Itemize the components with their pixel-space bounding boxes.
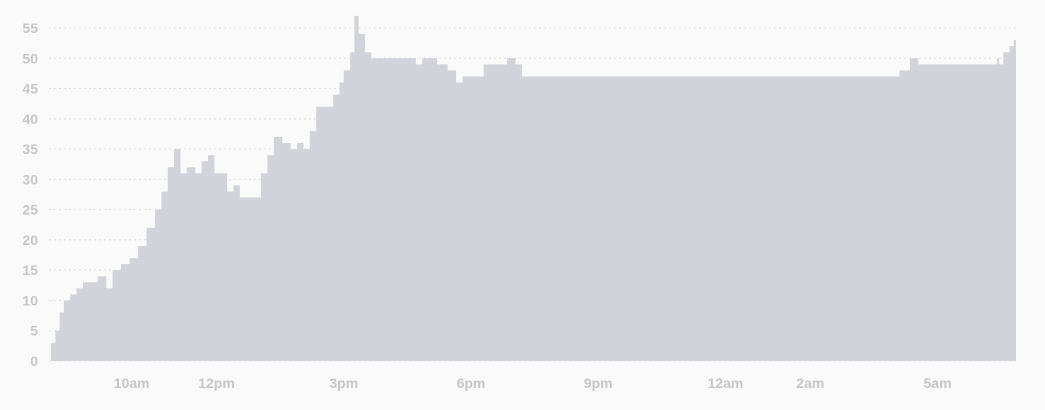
y-tick-label: 30: [22, 171, 38, 187]
y-tick-label: 40: [22, 111, 38, 127]
x-tick-label: 12pm: [198, 375, 235, 391]
x-tick-label: 9pm: [584, 375, 613, 391]
x-axis: 10am 12pm 3pm 6pm 9pm 12am 2am 5am: [114, 375, 952, 391]
y-tick-label: 20: [22, 232, 38, 248]
x-tick-label: 10am: [114, 375, 150, 391]
y-tick-label: 50: [22, 50, 38, 66]
y-axis: 0 5 10 15 20 25 30 35 40 45 50 55: [22, 20, 38, 369]
x-tick-label: 12am: [708, 375, 744, 391]
y-tick-label: 0: [30, 353, 38, 369]
series-area-layer: [49, 15, 1016, 361]
y-tick-label: 35: [22, 141, 38, 157]
x-tick-label: 2am: [796, 375, 824, 391]
x-tick-label: 3pm: [329, 375, 358, 391]
y-tick-label: 5: [30, 323, 38, 339]
series-area-0: [49, 15, 1016, 361]
y-tick-label: 25: [22, 202, 38, 218]
y-tick-label: 55: [22, 20, 38, 36]
x-tick-label: 6pm: [457, 375, 486, 391]
x-tick-label: 5am: [924, 375, 952, 391]
y-tick-label: 15: [22, 262, 38, 278]
y-tick-label: 45: [22, 81, 38, 97]
y-tick-label: 10: [22, 292, 38, 308]
